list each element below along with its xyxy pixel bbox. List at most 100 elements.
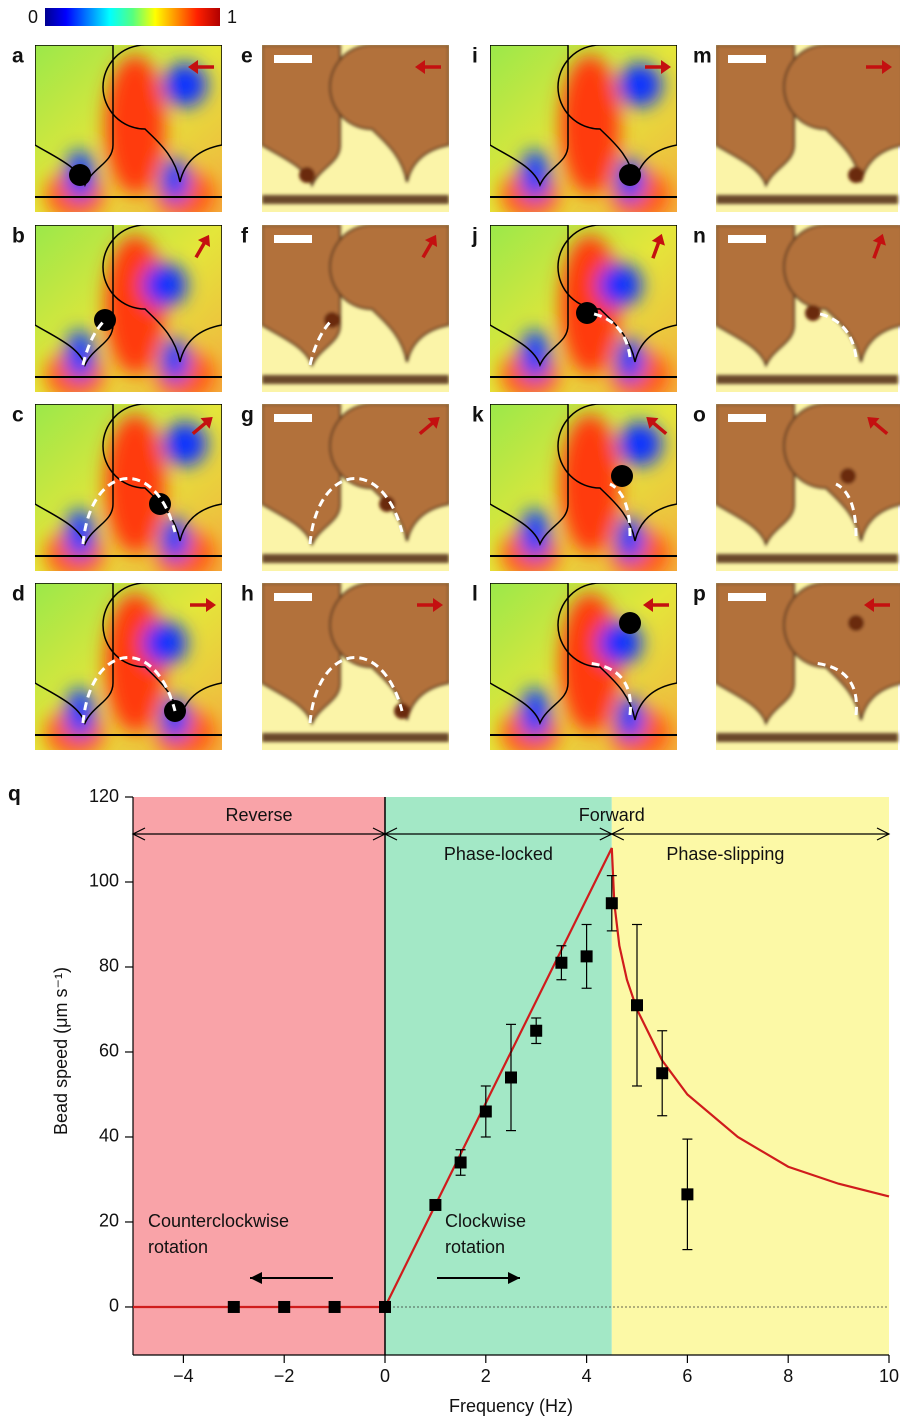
panel-label: b xyxy=(12,225,25,248)
x-tick-label: 6 xyxy=(682,1366,692,1386)
panel xyxy=(490,225,677,400)
annotation: Clockwise xyxy=(445,1211,526,1231)
panel-label: h xyxy=(241,583,254,606)
panel-label: o xyxy=(693,404,706,427)
panel-label: q xyxy=(8,783,21,806)
panel xyxy=(716,45,900,212)
data-point xyxy=(530,1025,542,1037)
panel-content xyxy=(490,225,677,400)
panel-content xyxy=(262,583,449,750)
rail xyxy=(262,375,449,384)
data-point xyxy=(228,1301,240,1313)
colorbar xyxy=(45,8,220,26)
panel-content xyxy=(490,404,677,579)
data-point xyxy=(379,1301,391,1313)
y-tick-label: 80 xyxy=(99,956,119,976)
region-label: Phase-slipping xyxy=(666,844,784,864)
panel-label: c xyxy=(12,404,24,427)
panel-label: n xyxy=(693,225,706,248)
panel-label: j xyxy=(471,225,478,248)
x-tick-label: −2 xyxy=(274,1366,295,1386)
rail xyxy=(716,733,898,742)
panel xyxy=(35,583,222,758)
data-point xyxy=(555,957,567,969)
field-blob xyxy=(618,63,662,107)
scale-bar xyxy=(728,55,766,63)
panel-label: k xyxy=(472,404,484,427)
y-tick-label: 100 xyxy=(89,871,119,891)
y-tick-label: 60 xyxy=(99,1041,119,1061)
panel-content xyxy=(262,404,449,571)
panel-content xyxy=(716,45,900,212)
x-tick-label: 10 xyxy=(879,1366,899,1386)
panel xyxy=(35,404,222,579)
data-point xyxy=(455,1156,467,1168)
forward-label: Forward xyxy=(579,805,645,825)
x-tick-label: 8 xyxy=(783,1366,793,1386)
panel-label: p xyxy=(693,583,706,606)
panel-label: l xyxy=(472,583,478,606)
bead xyxy=(69,164,91,186)
panel-content xyxy=(35,45,222,220)
field-blob xyxy=(598,263,642,307)
panel xyxy=(262,583,449,750)
data-point xyxy=(656,1067,668,1079)
scale-bar xyxy=(274,55,312,63)
panel xyxy=(35,45,222,220)
panel-label: e xyxy=(241,45,253,68)
rail xyxy=(716,375,898,384)
y-tick-label: 0 xyxy=(109,1296,119,1316)
panel-label: a xyxy=(12,45,24,68)
bead xyxy=(840,468,856,484)
data-point xyxy=(480,1105,492,1117)
y-tick-label: 40 xyxy=(99,1126,119,1146)
panel-label: d xyxy=(12,583,25,606)
region-label: Reverse xyxy=(225,805,292,825)
panel-content xyxy=(716,225,900,392)
data-point xyxy=(329,1301,341,1313)
region-label: Phase-locked xyxy=(444,844,553,864)
panel xyxy=(262,404,449,571)
panel xyxy=(490,583,677,758)
field-blob xyxy=(143,621,187,665)
data-point xyxy=(681,1188,693,1200)
x-tick-label: 0 xyxy=(380,1366,390,1386)
annotation: rotation xyxy=(148,1237,208,1257)
field-blob xyxy=(105,414,165,554)
panel xyxy=(716,404,900,571)
scale-bar xyxy=(728,235,766,243)
page: {"colorbar": {"min_label": "0", "max_lab… xyxy=(0,0,900,1420)
rail xyxy=(262,554,449,563)
field-blob xyxy=(105,55,165,195)
chart-q: q Reverse Phase-locked Phase-slipping Forwa… xyxy=(8,783,899,1416)
colorbar-max: 1 xyxy=(227,7,237,27)
bead xyxy=(805,305,821,321)
rail xyxy=(262,195,449,204)
data-point xyxy=(581,950,593,962)
data-point xyxy=(631,999,643,1011)
region xyxy=(612,797,889,1355)
panel-content xyxy=(262,225,449,392)
x-tick-label: 4 xyxy=(582,1366,592,1386)
data-point xyxy=(505,1071,517,1083)
x-axis-label: Frequency (Hz) xyxy=(449,1396,573,1416)
panel-label: i xyxy=(472,45,478,68)
panel xyxy=(262,45,449,212)
y-tick-label: 120 xyxy=(89,786,119,806)
bead xyxy=(619,164,641,186)
field-blob xyxy=(560,55,620,195)
panel xyxy=(490,404,677,579)
panel-content xyxy=(35,404,222,579)
bead xyxy=(848,167,864,183)
bead xyxy=(611,465,633,487)
panel xyxy=(35,225,222,400)
annotation: rotation xyxy=(445,1237,505,1257)
panel-label: m xyxy=(693,45,712,68)
region xyxy=(133,797,385,1355)
data-point xyxy=(429,1199,441,1211)
bead xyxy=(299,167,315,183)
rail xyxy=(716,554,898,563)
scale-bar xyxy=(274,235,312,243)
panel-content xyxy=(35,583,222,758)
